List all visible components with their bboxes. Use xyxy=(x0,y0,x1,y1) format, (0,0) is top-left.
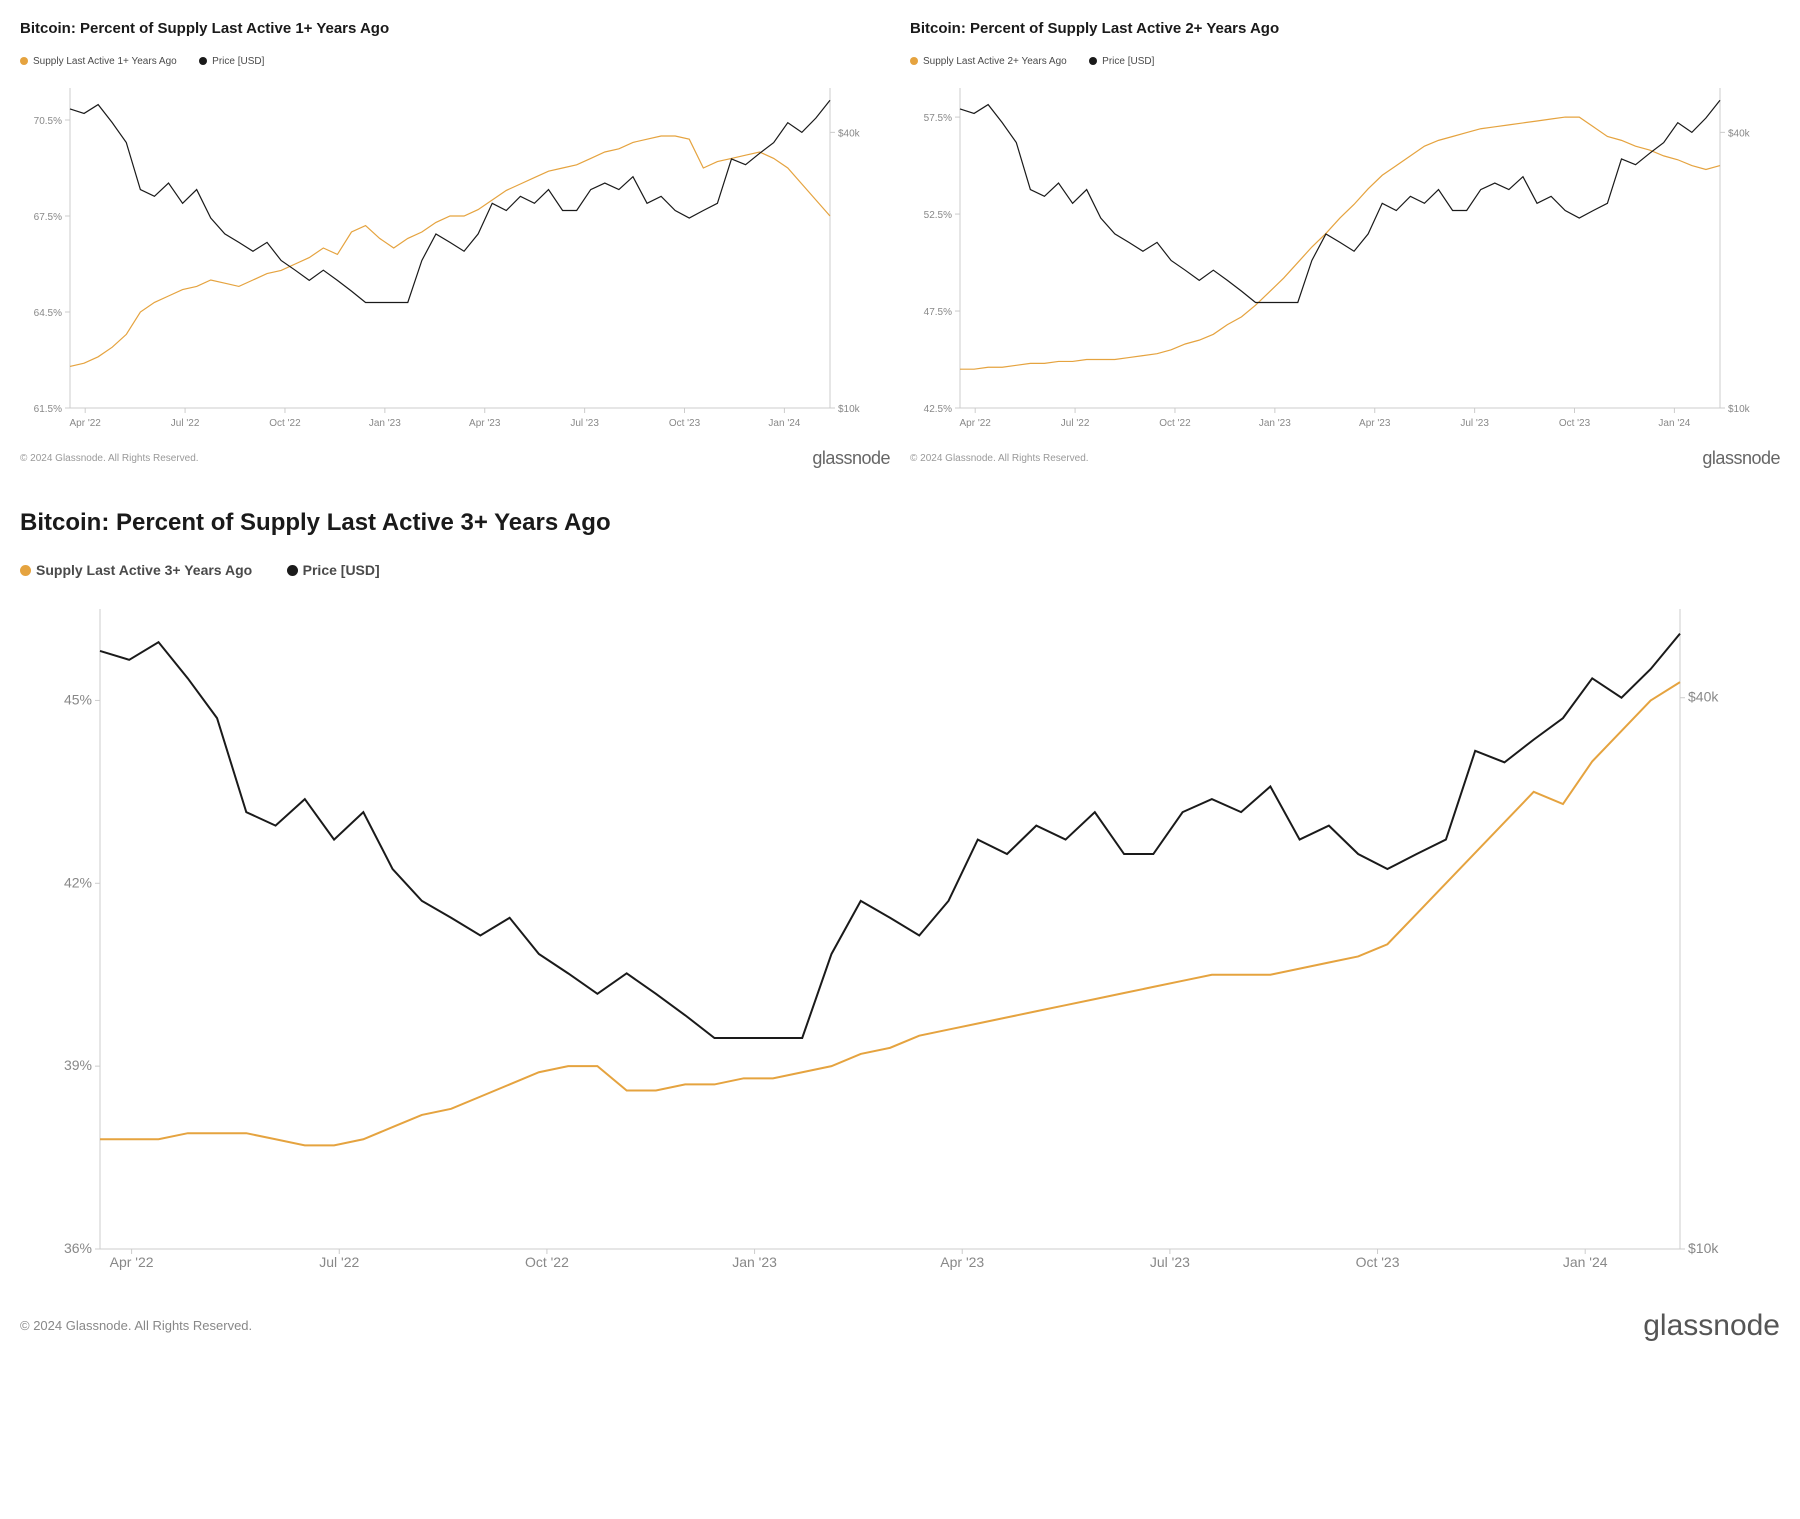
legend-label: Price [USD] xyxy=(212,56,264,67)
svg-text:Oct '23: Oct '23 xyxy=(669,418,701,429)
legend-label: Supply Last Active 2+ Years Ago xyxy=(923,56,1067,67)
svg-text:Oct '22: Oct '22 xyxy=(525,1254,569,1270)
legend-item-supply: Supply Last Active 1+ Years Ago xyxy=(20,56,177,67)
svg-text:70.5%: 70.5% xyxy=(34,116,62,127)
svg-text:$40k: $40k xyxy=(838,128,861,139)
brand-logo: glassnode xyxy=(1702,448,1780,469)
svg-text:Jan '24: Jan '24 xyxy=(1658,418,1690,429)
legend-dot-supply xyxy=(20,57,28,65)
svg-text:Jul '23: Jul '23 xyxy=(1150,1254,1190,1270)
svg-text:45%: 45% xyxy=(64,691,92,707)
legend-label: Price [USD] xyxy=(1102,56,1154,67)
chart-body: 61.5% 64.5% 67.5% 70.5% $10k $40k Apr '22 Jul '… xyxy=(20,78,890,438)
svg-text:$10k: $10k xyxy=(1728,404,1751,415)
svg-text:Apr '22: Apr '22 xyxy=(110,1254,154,1270)
legend-item-supply: Supply Last Active 2+ Years Ago xyxy=(910,56,1067,67)
copyright-text: © 2024 Glassnode. All Rights Reserved. xyxy=(20,1318,252,1333)
chart-panel-1yr: Bitcoin: Percent of Supply Last Active 1… xyxy=(20,20,890,469)
svg-text:42.5%: 42.5% xyxy=(924,404,952,415)
legend-dot-supply xyxy=(20,565,31,576)
legend-dot-price xyxy=(199,57,207,65)
svg-text:Jul '22: Jul '22 xyxy=(1061,418,1090,429)
chart-footer: © 2024 Glassnode. All Rights Reserved. g… xyxy=(910,448,1780,469)
svg-text:Oct '23: Oct '23 xyxy=(1356,1254,1400,1270)
svg-text:Jan '24: Jan '24 xyxy=(1563,1254,1608,1270)
svg-text:Apr '23: Apr '23 xyxy=(940,1254,984,1270)
svg-text:$10k: $10k xyxy=(1688,1240,1719,1256)
legend-dot-supply xyxy=(910,57,918,65)
svg-text:$40k: $40k xyxy=(1688,688,1719,704)
chart-panel-3yr: Bitcoin: Percent of Supply Last Active 3… xyxy=(20,509,1780,1343)
legend-label: Price [USD] xyxy=(303,562,380,578)
legend-label: Supply Last Active 1+ Years Ago xyxy=(33,56,177,67)
chart-body: 42.5% 47.5% 52.5% 57.5% $10k $40k Apr '22 Jul '… xyxy=(910,78,1780,438)
svg-text:52.5%: 52.5% xyxy=(924,210,952,221)
chart-svg: 61.5% 64.5% 67.5% 70.5% $10k $40k Apr '22 Jul '… xyxy=(20,78,880,438)
svg-text:$10k: $10k xyxy=(838,404,861,415)
svg-text:Jan '23: Jan '23 xyxy=(369,418,401,429)
svg-text:39%: 39% xyxy=(64,1057,92,1073)
legend-dot-price xyxy=(1089,57,1097,65)
svg-text:Apr '22: Apr '22 xyxy=(960,418,992,429)
svg-text:67.5%: 67.5% xyxy=(34,212,62,223)
chart-footer: © 2024 Glassnode. All Rights Reserved. g… xyxy=(20,448,890,469)
svg-text:$40k: $40k xyxy=(1728,128,1751,139)
svg-text:Apr '22: Apr '22 xyxy=(70,418,102,429)
legend-item-price: Price [USD] xyxy=(199,56,264,67)
svg-text:61.5%: 61.5% xyxy=(34,404,62,415)
legend-label: Supply Last Active 3+ Years Ago xyxy=(36,562,252,578)
svg-text:Jul '22: Jul '22 xyxy=(319,1254,359,1270)
svg-text:Oct '22: Oct '22 xyxy=(269,418,301,429)
legend-dot-price xyxy=(287,565,298,576)
svg-text:64.5%: 64.5% xyxy=(34,308,62,319)
chart-panel-2yr: Bitcoin: Percent of Supply Last Active 2… xyxy=(910,20,1780,469)
svg-text:Jan '23: Jan '23 xyxy=(732,1254,777,1270)
svg-text:Oct '23: Oct '23 xyxy=(1559,418,1591,429)
copyright-text: © 2024 Glassnode. All Rights Reserved. xyxy=(910,453,1089,464)
svg-text:Oct '22: Oct '22 xyxy=(1159,418,1191,429)
svg-text:Apr '23: Apr '23 xyxy=(469,418,501,429)
brand-logo: glassnode xyxy=(1643,1309,1780,1343)
chart-legend: Supply Last Active 3+ Years Ago Price [U… xyxy=(20,562,1780,581)
legend-item-supply: Supply Last Active 3+ Years Ago xyxy=(20,562,252,578)
chart-body: 36% 39% 42% 45% $10k $40k Apr '22 Jul '22 Oct '2… xyxy=(20,589,1780,1289)
svg-text:36%: 36% xyxy=(64,1240,92,1256)
chart-legend: Supply Last Active 2+ Years Ago Price [U… xyxy=(910,52,1780,70)
copyright-text: © 2024 Glassnode. All Rights Reserved. xyxy=(20,453,199,464)
svg-text:Apr '23: Apr '23 xyxy=(1359,418,1391,429)
svg-text:42%: 42% xyxy=(64,874,92,890)
svg-text:Jan '23: Jan '23 xyxy=(1259,418,1291,429)
chart-svg: 42.5% 47.5% 52.5% 57.5% $10k $40k Apr '22 Jul '… xyxy=(910,78,1770,438)
legend-item-price: Price [USD] xyxy=(1089,56,1154,67)
chart-legend: Supply Last Active 1+ Years Ago Price [U… xyxy=(20,52,890,70)
svg-text:57.5%: 57.5% xyxy=(924,113,952,124)
svg-text:Jul '23: Jul '23 xyxy=(570,418,599,429)
chart-title: Bitcoin: Percent of Supply Last Active 2… xyxy=(910,20,1780,37)
chart-svg: 36% 39% 42% 45% $10k $40k Apr '22 Jul '22 Oct '2… xyxy=(20,589,1760,1289)
svg-text:Jan '24: Jan '24 xyxy=(768,418,800,429)
chart-title: Bitcoin: Percent of Supply Last Active 1… xyxy=(20,20,890,37)
legend-item-price: Price [USD] xyxy=(287,562,380,578)
svg-text:47.5%: 47.5% xyxy=(924,307,952,318)
chart-title: Bitcoin: Percent of Supply Last Active 3… xyxy=(20,509,1780,537)
brand-logo: glassnode xyxy=(812,448,890,469)
svg-text:Jul '23: Jul '23 xyxy=(1460,418,1489,429)
svg-text:Jul '22: Jul '22 xyxy=(171,418,200,429)
chart-footer: © 2024 Glassnode. All Rights Reserved. g… xyxy=(20,1309,1780,1343)
